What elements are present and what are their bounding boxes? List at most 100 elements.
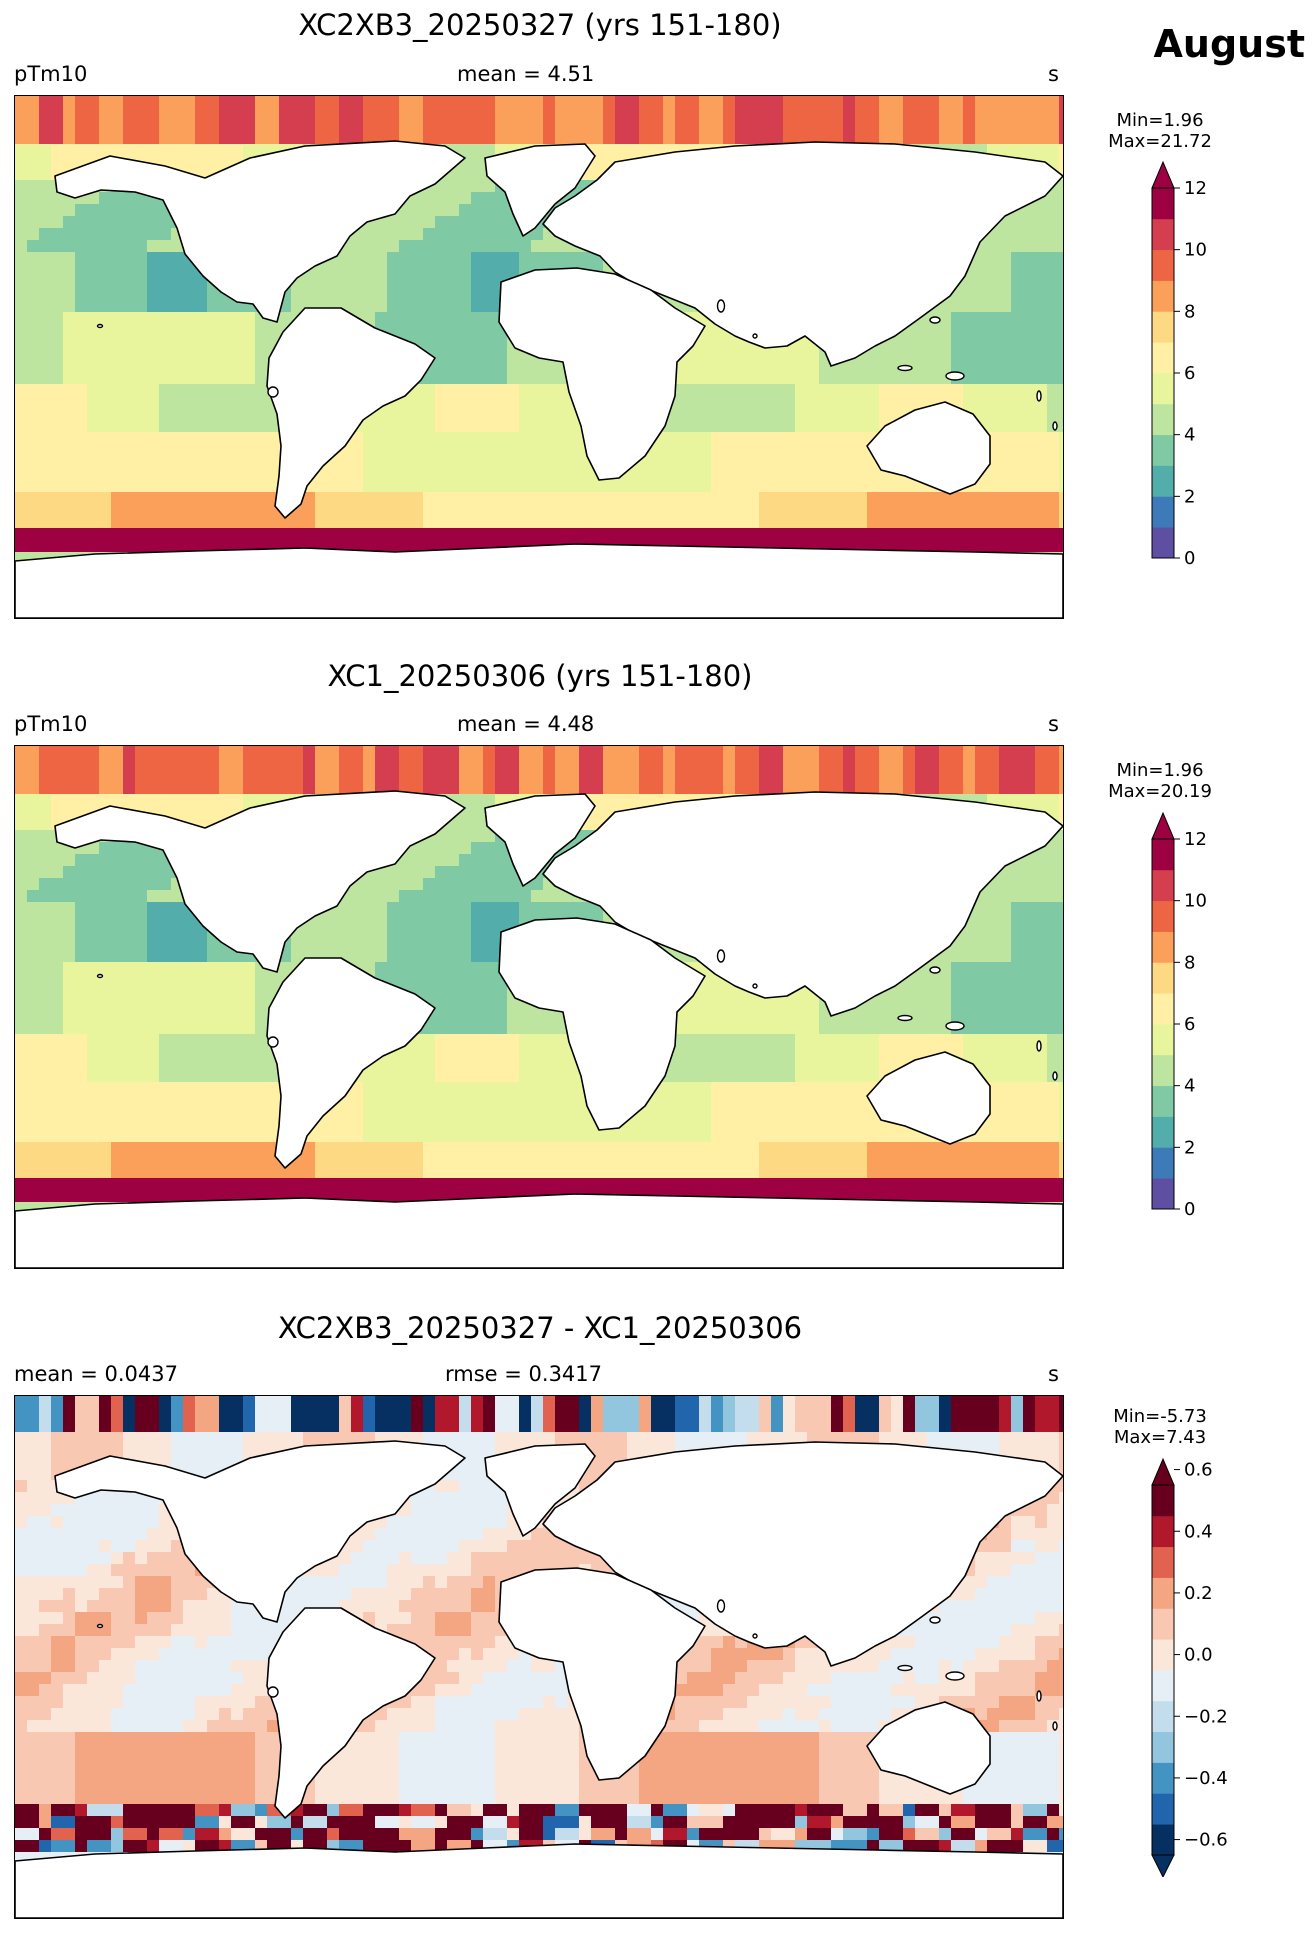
colorbar-tick-label: 0.2 [1184,1583,1213,1604]
colorbar-segment [1152,1824,1174,1856]
coastline-africa [498,1567,706,1781]
coastline-south-america [266,1607,436,1819]
island-4 [945,371,965,381]
island-0 [267,1036,279,1048]
panel-3-mean-label: mean = 0.0437 [14,1362,178,1386]
panel-1-mean-label: mean = 4.51 [457,62,595,86]
island-6 [1052,421,1058,431]
colorbar-segment [1152,373,1174,405]
island-3 [897,1014,913,1022]
colorbar-segment [1152,1762,1174,1794]
island-3 [897,1664,913,1672]
coastline-antarctica [15,1843,1063,1918]
coastline-australia [866,1051,991,1145]
island-5 [1036,1690,1042,1702]
coastline-south-america [266,307,436,519]
colorbar-tick-label: 2 [1184,486,1195,507]
colorbar-tick-label: 6 [1184,363,1195,384]
island-5 [1036,1040,1042,1052]
colorbar-segment [1152,218,1174,251]
panel-3-max: Max=7.43 [1113,1427,1207,1448]
panel-2-variable-label: pTm10 [14,712,88,736]
colorbar-tick-label: 8 [1184,952,1195,973]
panel-2-units-label: s [1048,712,1059,736]
island-5 [1036,390,1042,402]
coastline-north-america [54,1440,466,1623]
island-1 [716,949,726,963]
colorbar-segment [1152,249,1174,281]
panel-1-max: Max=21.72 [1108,131,1212,152]
colorbar-segment [1152,900,1174,932]
colorbar-segment [1152,1024,1174,1056]
panel-2-title: XC1_20250306 (yrs 151-180) [327,659,753,693]
colorbar-tick-label: −0.6 [1184,1830,1228,1851]
coastline-antarctica [15,1193,1063,1268]
colorbar-segment [1152,280,1174,312]
colorbar-tick-label: 10 [1184,891,1207,912]
colorbar-tick-label: 4 [1184,1076,1195,1097]
island-0 [267,386,279,398]
colorbar-extend-max [1151,1457,1175,1486]
colorbar-segment [1152,1670,1174,1702]
colorbar-segment [1152,188,1174,220]
coastline-greenland [484,143,596,237]
colorbar-segment [1152,1577,1174,1609]
month-label: August [1153,22,1306,66]
coastline-south-america [266,957,436,1169]
panel-1-variable-label: pTm10 [14,62,88,86]
panel-1-map [14,95,1064,619]
colorbar-segment [1152,993,1174,1025]
colorbar-tick-label: 0.4 [1184,1521,1213,1542]
colorbar-segment [1152,1054,1174,1087]
colorbar-segment [1152,1116,1174,1148]
coastline-eurasia [542,1441,1063,1667]
colorbar-tick-label: −0.2 [1184,1706,1228,1727]
coastline-north-america [54,140,466,323]
colorbar-tick-label: 0.0 [1184,1645,1213,1666]
island-8 [752,1633,758,1639]
panel-2-minmax: Min=1.96 Max=20.19 [1095,760,1225,802]
island-8 [752,983,758,989]
coastline-antarctica [15,543,1063,618]
colorbar-segment [1152,496,1174,528]
coastline-eurasia [542,141,1063,367]
colorbar-segment [1152,1147,1174,1179]
island-0 [267,1686,279,1698]
panel-3-min: Min=-5.73 [1113,1406,1207,1427]
colorbar-tick-label: 12 [1184,829,1207,850]
colorbar-extend-max [1151,160,1175,189]
panel-3-units-label: s [1048,1362,1059,1386]
colorbar-segment [1152,869,1174,902]
panel-3-minmax: Min=-5.73 Max=7.43 [1095,1406,1225,1448]
colorbar-segment [1152,1178,1174,1210]
colorbar-segment [1152,1793,1174,1825]
colorbar-tick-label: 0 [1184,1199,1195,1220]
colorbar-tick-label: −0.4 [1184,1768,1228,1789]
colorbar-segment [1152,839,1174,871]
coastline-greenland [484,1443,596,1537]
colorbar-segment [1152,1485,1174,1517]
colorbar-tick-label: 6 [1184,1014,1195,1035]
colorbar-tick-label: 2 [1184,1137,1195,1158]
island-7 [96,1623,104,1629]
island-6 [1052,1721,1058,1731]
panel-3-title: XC2XB3_20250327 - XC1_20250306 [277,1311,803,1345]
colorbar-tick-label: 4 [1184,425,1195,446]
panel-3-rmse-label: rmse = 0.3417 [445,1362,603,1386]
island-3 [897,364,913,372]
colorbar-segment [1152,311,1174,343]
panel-3-colorbar: −0.6 −0.4 −0.2 0.0 0.2 0.4 0.6 [1140,1457,1280,1879]
coastline-north-america [54,790,466,973]
panel-2-max: Max=20.19 [1108,781,1212,802]
island-8 [752,333,758,339]
panel-2-map [14,745,1064,1269]
colorbar-tick-label: 8 [1184,301,1195,322]
panel-2-colorbar: 0 2 4 6 8 10 12 [1140,811,1280,1231]
colorbar-tick-label: 12 [1184,178,1207,199]
colorbar-tick-label: 10 [1184,240,1207,261]
island-4 [945,1021,965,1031]
coastline-australia [866,1701,991,1795]
coastline-africa [498,267,706,481]
coastline-eurasia [542,791,1063,1017]
coastline-australia [866,401,991,495]
